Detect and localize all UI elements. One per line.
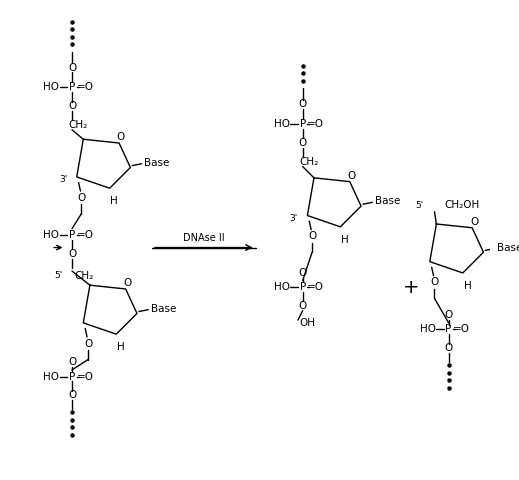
Text: H: H: [463, 281, 471, 291]
Text: O: O: [444, 311, 453, 320]
Text: CH₂: CH₂: [299, 157, 318, 167]
Text: O: O: [348, 171, 356, 181]
Text: 5': 5': [54, 271, 63, 280]
Text: Base: Base: [144, 158, 169, 168]
Text: HO: HO: [274, 282, 290, 292]
Text: O: O: [68, 249, 76, 259]
Text: =O: =O: [77, 230, 94, 240]
Text: O: O: [124, 278, 132, 288]
Text: HO: HO: [43, 230, 59, 240]
Text: O: O: [470, 217, 478, 227]
Text: HO: HO: [274, 119, 290, 129]
Text: O: O: [68, 63, 76, 72]
Text: CH₂OH: CH₂OH: [444, 200, 479, 210]
Text: Base: Base: [497, 242, 519, 252]
Text: P: P: [69, 372, 75, 382]
Text: P: P: [69, 230, 75, 240]
Text: DNAse II: DNAse II: [183, 233, 225, 243]
Text: O: O: [298, 301, 307, 311]
Text: O: O: [68, 101, 76, 111]
Text: =O: =O: [307, 282, 324, 292]
Text: =O: =O: [453, 324, 470, 335]
Text: O: O: [84, 338, 92, 348]
Text: O: O: [444, 343, 453, 353]
Text: CH₂: CH₂: [75, 271, 94, 281]
Text: HO: HO: [43, 372, 59, 382]
Text: HO: HO: [43, 83, 59, 93]
Text: O: O: [298, 138, 307, 148]
Text: O: O: [308, 231, 316, 241]
Text: O: O: [68, 358, 76, 367]
Text: 3': 3': [290, 214, 298, 223]
Text: 5': 5': [415, 201, 423, 210]
Text: H: H: [117, 342, 125, 352]
Text: =O: =O: [307, 119, 324, 129]
Text: Base: Base: [151, 304, 176, 314]
Text: H: H: [341, 235, 349, 245]
Text: O: O: [117, 132, 125, 143]
Text: P: P: [299, 119, 306, 129]
Text: O: O: [68, 390, 76, 400]
Text: +: +: [403, 277, 419, 297]
Text: O: O: [298, 99, 307, 109]
Text: CH₂: CH₂: [68, 120, 88, 130]
Text: O: O: [430, 277, 439, 288]
Text: P: P: [69, 83, 75, 93]
Text: H: H: [111, 196, 118, 206]
Text: P: P: [299, 282, 306, 292]
Text: =O: =O: [77, 83, 94, 93]
Text: P: P: [445, 324, 452, 335]
Text: 3': 3': [59, 175, 67, 184]
Text: =O: =O: [77, 372, 94, 382]
Text: OH: OH: [299, 318, 316, 328]
Text: HO: HO: [420, 324, 436, 335]
Text: Base: Base: [375, 196, 400, 206]
Text: O: O: [77, 192, 86, 203]
Text: O: O: [298, 268, 307, 278]
